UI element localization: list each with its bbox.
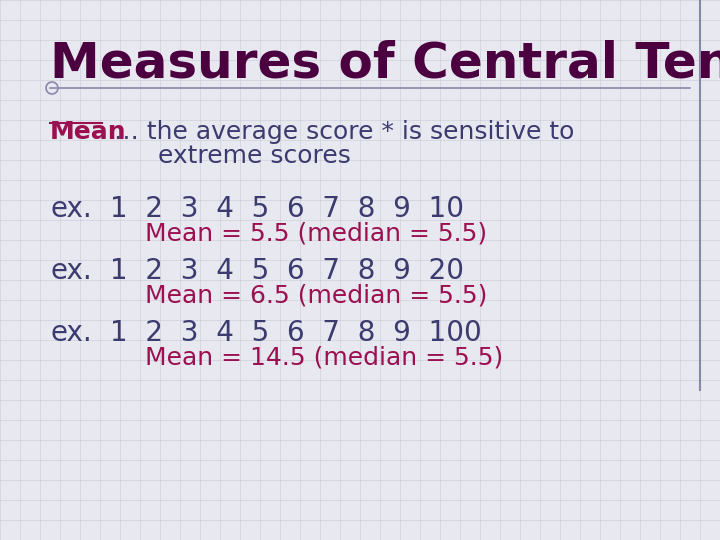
Text: extreme scores: extreme scores	[158, 144, 351, 168]
Text: 1  2  3  4  5  6  7  8  9  20: 1 2 3 4 5 6 7 8 9 20	[110, 257, 464, 285]
Text: ex.: ex.	[50, 319, 91, 347]
Text: ex.: ex.	[50, 195, 91, 223]
Text: Mean = 14.5 (median = 5.5): Mean = 14.5 (median = 5.5)	[145, 345, 503, 369]
Text: Mean = 5.5 (median = 5.5): Mean = 5.5 (median = 5.5)	[145, 221, 487, 245]
Text: 1  2  3  4  5  6  7  8  9  10: 1 2 3 4 5 6 7 8 9 10	[110, 195, 464, 223]
Text: Measures of Central Tendency: Measures of Central Tendency	[50, 40, 720, 88]
Text: ex.: ex.	[50, 257, 91, 285]
Text: Mean: Mean	[50, 120, 127, 144]
Text: … the average score * is sensitive to: … the average score * is sensitive to	[106, 120, 575, 144]
Text: 1  2  3  4  5  6  7  8  9  100: 1 2 3 4 5 6 7 8 9 100	[110, 319, 482, 347]
Text: Mean = 6.5 (median = 5.5): Mean = 6.5 (median = 5.5)	[145, 283, 487, 307]
